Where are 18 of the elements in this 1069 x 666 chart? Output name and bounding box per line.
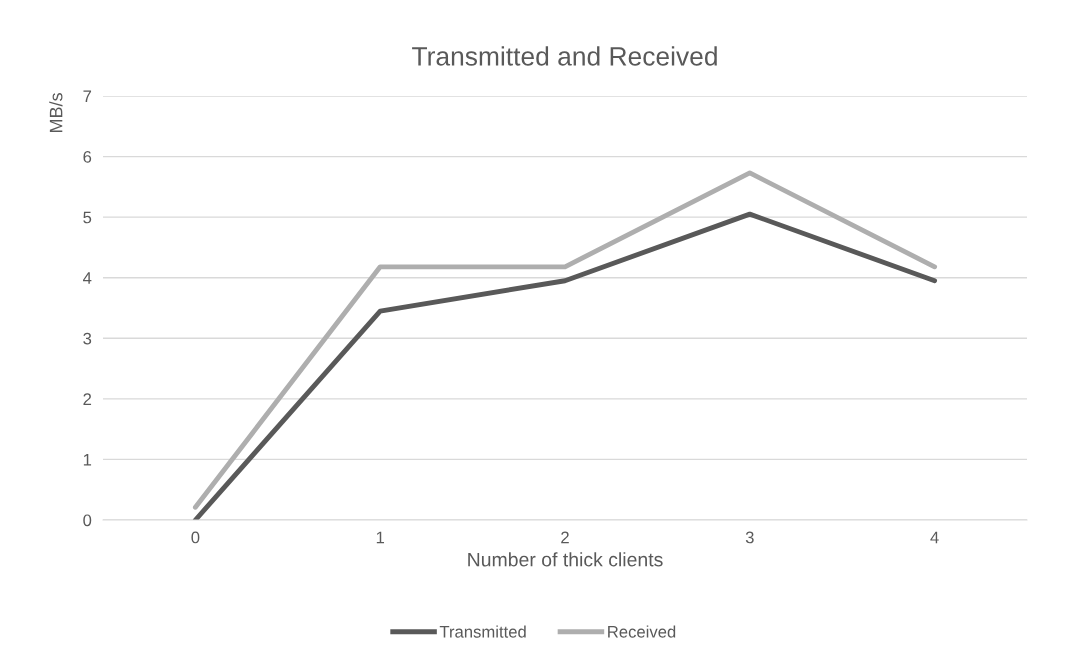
y-axis-title: MB/s <box>49 93 63 133</box>
y-tick-label: 1 <box>83 454 92 466</box>
x-axis-title: Number of thick clients <box>468 552 663 567</box>
chart-title: Transmitted and Received <box>412 46 717 66</box>
x-tick-label: 2 <box>561 531 569 544</box>
y-tick-label: 7 <box>83 90 92 103</box>
x-tick-label: 4 <box>930 531 939 544</box>
x-tick-label: 3 <box>745 531 754 544</box>
y-tick-label: 3 <box>83 332 92 345</box>
legend-label: Received <box>608 625 676 638</box>
y-tick-label: 2 <box>83 393 92 405</box>
y-tick-label: 4 <box>83 272 92 284</box>
legend-label: Transmitted <box>439 625 526 638</box>
x-tick-label: 1 <box>376 531 385 544</box>
y-tick-label: 6 <box>83 150 92 163</box>
x-tick-label: 0 <box>191 531 200 544</box>
y-tick-label: 5 <box>83 211 92 224</box>
y-tick-label: 0 <box>83 514 92 527</box>
